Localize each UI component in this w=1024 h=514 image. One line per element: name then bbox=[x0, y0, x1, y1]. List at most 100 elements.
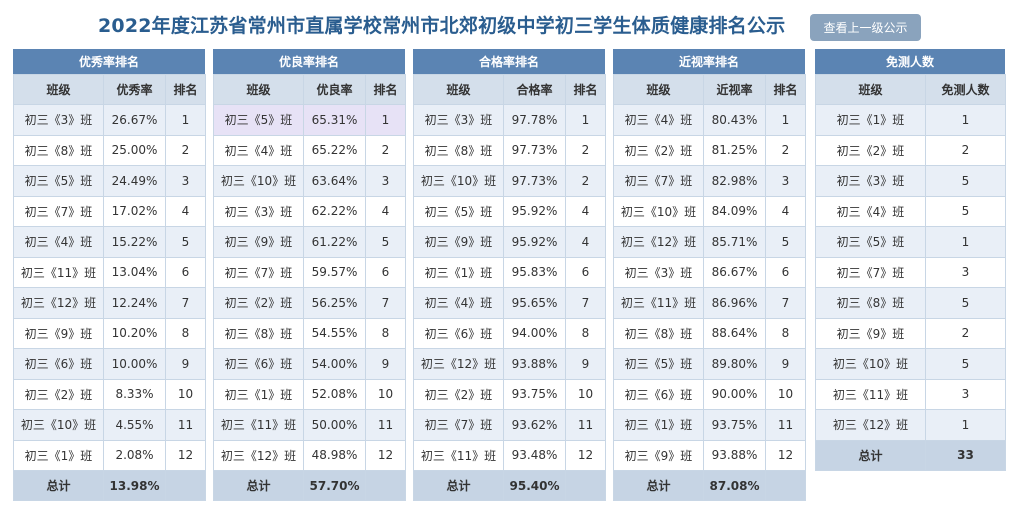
table-cell: 88.64% bbox=[703, 317, 766, 349]
total-cell: 57.70% bbox=[303, 470, 366, 501]
total-cell bbox=[765, 470, 806, 501]
table-cell: 12 bbox=[565, 439, 606, 471]
table-cell: 3 bbox=[165, 165, 206, 197]
table-cell: 初三《5》班 bbox=[613, 348, 704, 380]
table-cell: 初三《6》班 bbox=[213, 348, 304, 380]
column-header: 排名 bbox=[165, 74, 206, 105]
header-row: 班级 免测人数 bbox=[815, 74, 1006, 105]
table-row: 初三《3》班 26.67% 1 bbox=[13, 104, 206, 136]
table-row: 初三《11》班 93.48% 12 bbox=[413, 439, 606, 471]
header-row: 班级 近视率 排名 bbox=[613, 74, 806, 105]
table-cell: 初三《8》班 bbox=[413, 134, 504, 166]
table-cell: 初三《2》班 bbox=[213, 287, 304, 319]
table-cell: 97.73% bbox=[503, 134, 566, 166]
panel-title: 近视率排名 bbox=[613, 49, 805, 74]
table-cell: 10 bbox=[565, 378, 606, 410]
table-cell: 6 bbox=[765, 256, 806, 288]
excellent-rate-panel: 优秀率排名 班级 优秀率 排名 初三《3》班 26.67% 1 初三《8》班 25.00% 2 初三… bbox=[13, 49, 206, 501]
page-title: 2022年度江苏省常州市直属学校常州市北郊初级中学初三学生体质健康排名公示 bbox=[98, 15, 786, 37]
column-header: 班级 bbox=[13, 74, 104, 105]
table-cell: 初三《1》班 bbox=[413, 256, 504, 288]
table-cell: 86.67% bbox=[703, 256, 766, 288]
table-cell: 初三《12》班 bbox=[613, 226, 704, 258]
total-row: 总计 57.70% bbox=[213, 470, 406, 501]
table-row: 初三《2》班 56.25% 7 bbox=[213, 287, 406, 319]
total-cell: 总计 bbox=[613, 470, 704, 501]
table-cell: 5 bbox=[165, 226, 206, 258]
table-row: 初三《7》班 93.62% 11 bbox=[413, 409, 606, 441]
table-cell: 初三《4》班 bbox=[613, 104, 704, 136]
column-header: 班级 bbox=[413, 74, 504, 105]
table-cell: 89.80% bbox=[703, 348, 766, 380]
table-cell: 2 bbox=[365, 134, 406, 166]
table-row: 初三《5》班 1 bbox=[815, 226, 1006, 258]
table-cell: 8 bbox=[565, 317, 606, 349]
table-cell: 15.22% bbox=[103, 226, 166, 258]
table-row: 初三《11》班 86.96% 7 bbox=[613, 287, 806, 319]
table-row: 初三《9》班 10.20% 8 bbox=[13, 317, 206, 349]
view-previous-level-button[interactable]: 查看上一级公示 bbox=[810, 14, 921, 41]
table-cell: 初三《3》班 bbox=[13, 104, 104, 136]
column-header: 排名 bbox=[365, 74, 406, 105]
table-cell: 6 bbox=[365, 256, 406, 288]
table-cell: 52.08% bbox=[303, 378, 366, 410]
table-cell: 5 bbox=[925, 195, 1006, 227]
table-cell: 初三《3》班 bbox=[613, 256, 704, 288]
header-row: 班级 优秀率 排名 bbox=[13, 74, 206, 105]
table-cell: 1 bbox=[765, 104, 806, 136]
pass-rate-panel: 合格率排名 班级 合格率 排名 初三《3》班 97.78% 1 初三《8》班 97.73% 2 初三… bbox=[413, 49, 606, 501]
table-cell: 97.73% bbox=[503, 165, 566, 197]
table-cell: 2.08% bbox=[103, 439, 166, 471]
table-row: 初三《5》班 89.80% 9 bbox=[613, 348, 806, 380]
table-cell: 初三《1》班 bbox=[213, 378, 304, 410]
table-cell: 初三《2》班 bbox=[413, 378, 504, 410]
table-row: 初三《6》班 54.00% 9 bbox=[213, 348, 406, 380]
table-cell: 8 bbox=[765, 317, 806, 349]
table-cell: 初三《4》班 bbox=[213, 134, 304, 166]
table-cell: 初三《1》班 bbox=[13, 439, 104, 471]
table-cell: 80.43% bbox=[703, 104, 766, 136]
table-cell: 2 bbox=[165, 134, 206, 166]
table-cell: 初三《10》班 bbox=[815, 348, 926, 380]
table-cell: 93.88% bbox=[503, 348, 566, 380]
table-row: 初三《9》班 2 bbox=[815, 317, 1006, 349]
total-cell bbox=[365, 470, 406, 501]
table-cell: 7 bbox=[565, 287, 606, 319]
table-cell: 初三《11》班 bbox=[413, 439, 504, 471]
table-cell: 82.98% bbox=[703, 165, 766, 197]
table-cell: 4 bbox=[565, 195, 606, 227]
table-cell: 12 bbox=[165, 439, 206, 471]
table-cell: 初三《9》班 bbox=[213, 226, 304, 258]
table-cell: 95.65% bbox=[503, 287, 566, 319]
table-cell: 初三《7》班 bbox=[815, 256, 926, 288]
exempt-count-table: 班级 免测人数 初三《1》班 1 初三《2》班 2 初三《3》班 5 初三《4》班 5 初三《5》班… bbox=[815, 74, 1006, 471]
table-row: 初三《7》班 17.02% 4 bbox=[13, 195, 206, 227]
table-cell: 65.22% bbox=[303, 134, 366, 166]
table-cell: 10 bbox=[165, 378, 206, 410]
table-row: 初三《1》班 95.83% 6 bbox=[413, 256, 606, 288]
table-cell: 4 bbox=[165, 195, 206, 227]
column-header: 班级 bbox=[213, 74, 304, 105]
table-cell: 初三《12》班 bbox=[213, 439, 304, 471]
column-header: 排名 bbox=[565, 74, 606, 105]
table-row: 初三《4》班 65.22% 2 bbox=[213, 134, 406, 166]
table-row: 初三《9》班 93.88% 12 bbox=[613, 439, 806, 471]
table-cell: 7 bbox=[165, 287, 206, 319]
total-cell bbox=[165, 470, 206, 501]
table-cell: 12 bbox=[365, 439, 406, 471]
table-cell: 初三《6》班 bbox=[13, 348, 104, 380]
column-header: 班级 bbox=[613, 74, 704, 105]
table-cell: 3 bbox=[925, 378, 1006, 410]
table-cell: 初三《1》班 bbox=[815, 104, 926, 136]
table-cell: 初三《9》班 bbox=[815, 317, 926, 349]
table-cell: 7 bbox=[365, 287, 406, 319]
table-cell: 6 bbox=[565, 256, 606, 288]
table-cell: 10.20% bbox=[103, 317, 166, 349]
column-header: 排名 bbox=[765, 74, 806, 105]
table-cell: 56.25% bbox=[303, 287, 366, 319]
table-cell: 初三《12》班 bbox=[13, 287, 104, 319]
table-cell: 12 bbox=[765, 439, 806, 471]
table-cell: 初三《3》班 bbox=[815, 165, 926, 197]
table-row: 初三《7》班 3 bbox=[815, 256, 1006, 288]
table-row: 初三《8》班 25.00% 2 bbox=[13, 134, 206, 166]
